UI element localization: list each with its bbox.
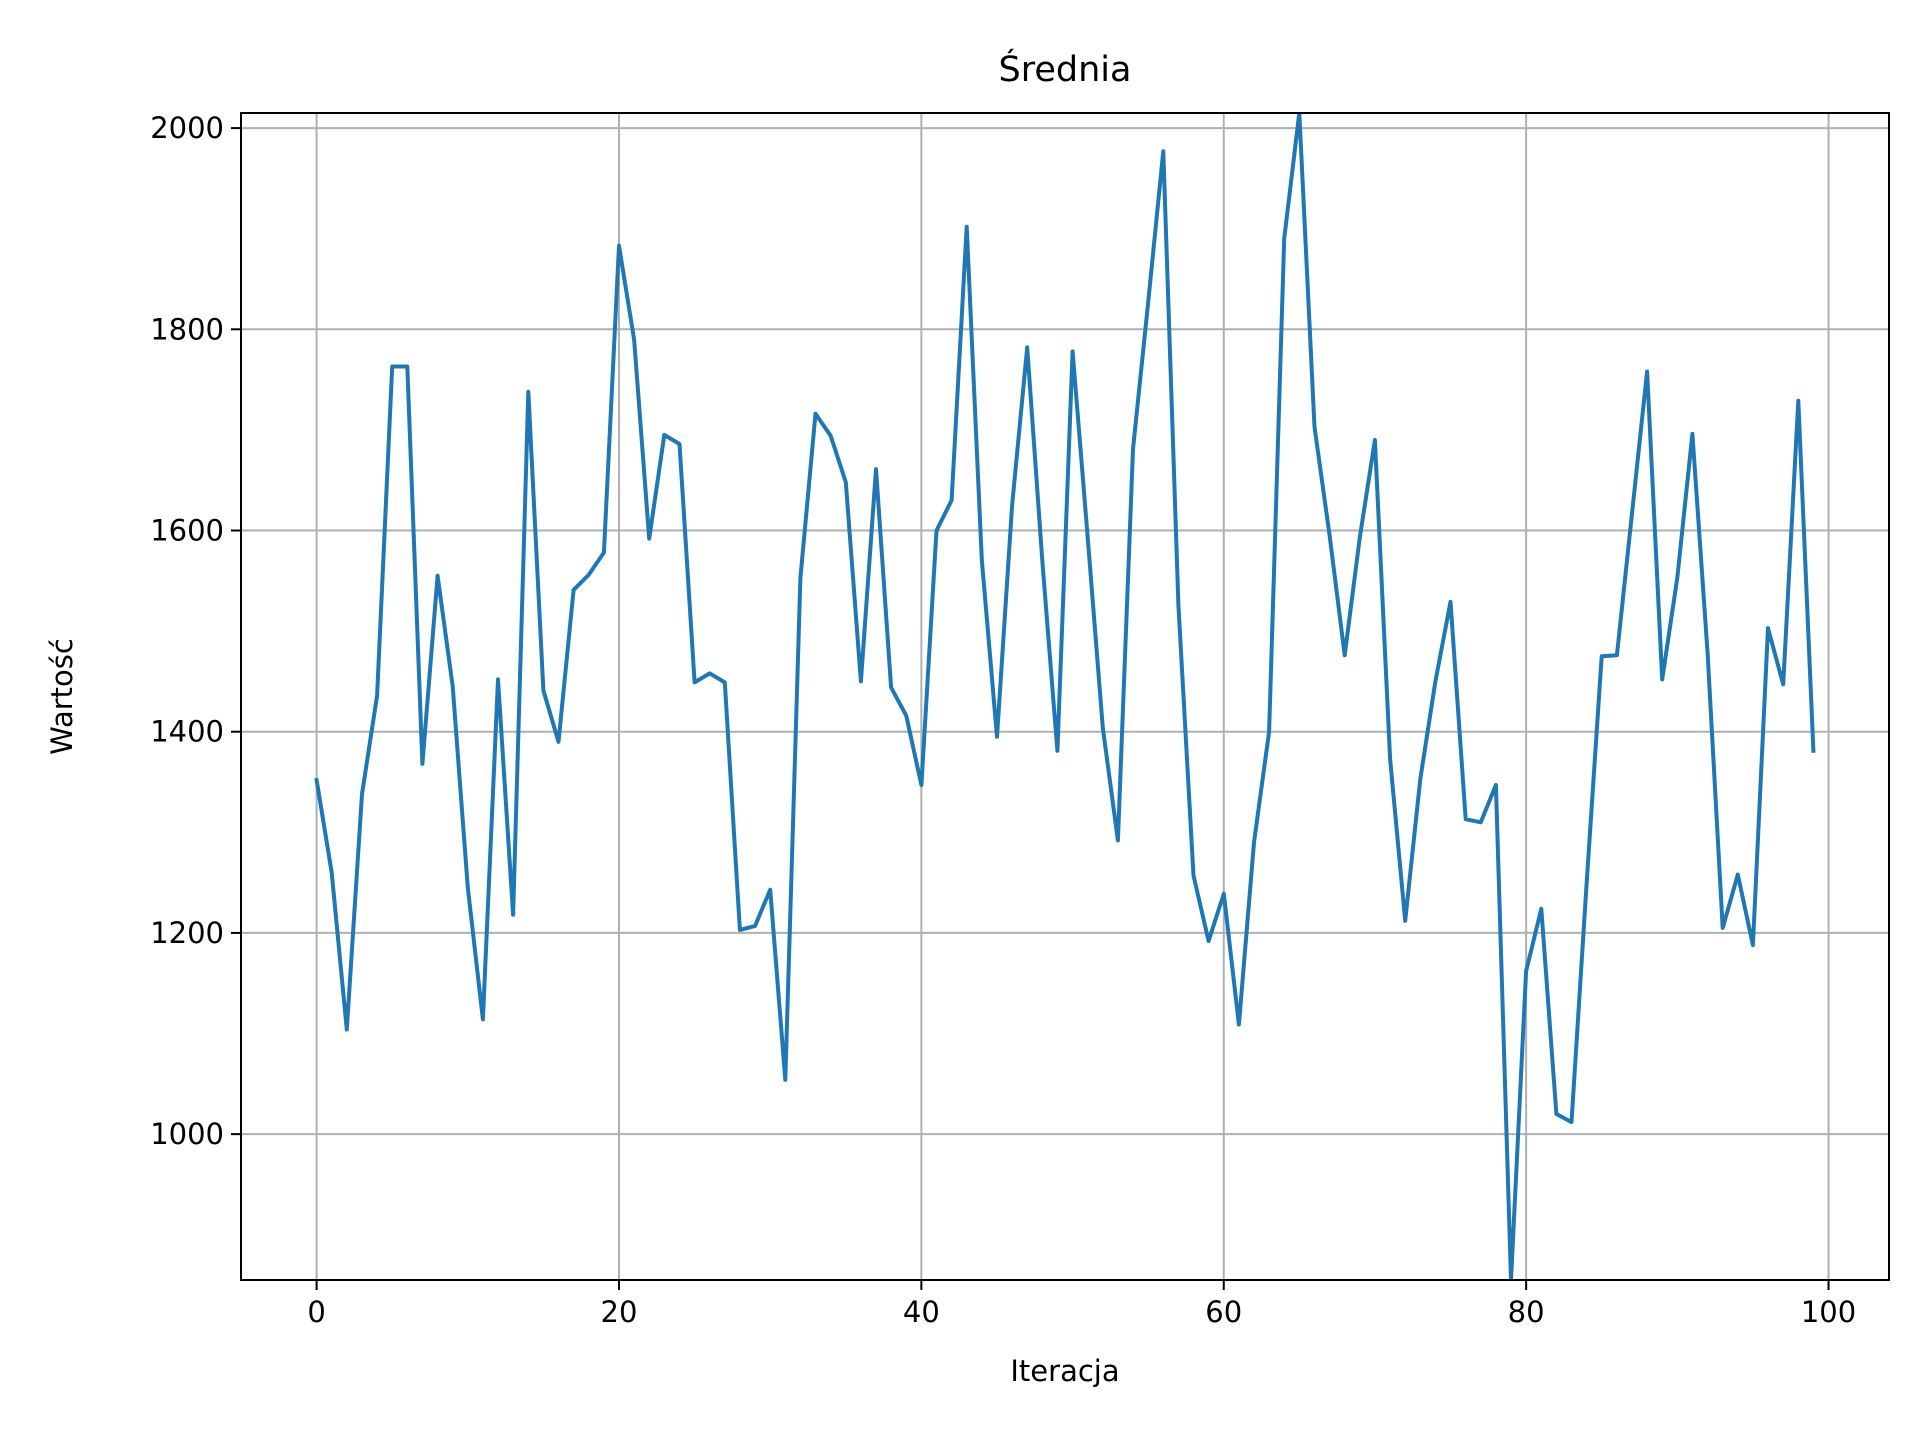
y-tick-label: 1400: [150, 715, 224, 749]
x-tick-label: 60: [1205, 1295, 1242, 1329]
chart-title: Średnia: [999, 48, 1132, 90]
y-tick-label: 1200: [150, 916, 224, 950]
y-tick-label: 1000: [150, 1117, 224, 1151]
x-tick-label: 100: [1801, 1295, 1856, 1329]
plot-frame: [240, 112, 1890, 1281]
x-tick-label: 0: [307, 1295, 325, 1329]
ticks: 0 20 40 60 80 100 1000 1200 1400 1600 1800 2000: [150, 111, 1856, 1329]
x-tick-label: 20: [601, 1295, 638, 1329]
x-tick-label: 80: [1508, 1295, 1545, 1329]
x-axis-label: Iteracja: [1010, 1354, 1119, 1388]
grid: [241, 113, 1889, 1280]
y-axis-label: Wartość: [45, 638, 79, 755]
x-tick-label: 40: [903, 1295, 940, 1329]
series-line: [314, 113, 1816, 1280]
y-tick-label: 1800: [150, 312, 224, 346]
y-tick-label: 1600: [150, 514, 224, 548]
series-layer: [314, 113, 1816, 1280]
y-tick-label: 2000: [150, 111, 224, 145]
